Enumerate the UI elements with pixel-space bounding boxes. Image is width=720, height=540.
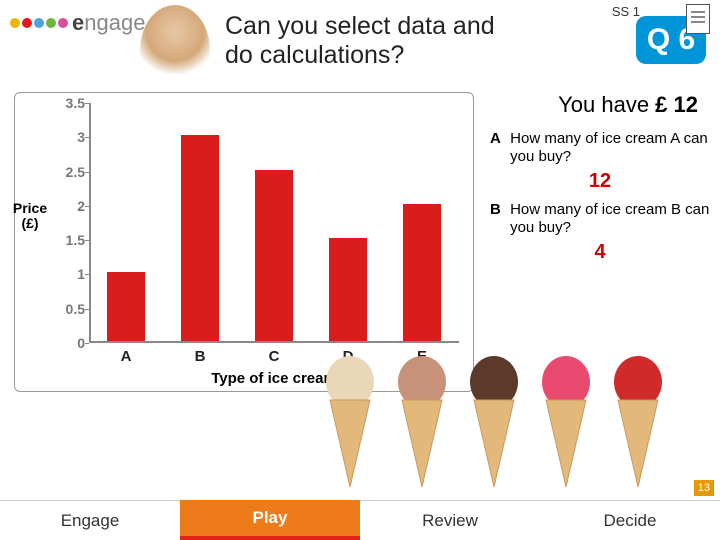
logo-dot <box>46 18 56 28</box>
logo-dot <box>58 18 68 28</box>
xtick-label: B <box>195 348 206 365</box>
section-label: SS 1 <box>612 4 640 19</box>
footer-tab-review[interactable]: Review <box>360 500 540 540</box>
answer-a: 12 <box>490 170 710 193</box>
logo-dot <box>22 18 32 28</box>
footer-nav: EngagePlayReviewDecide <box>0 500 720 540</box>
budget-text: You have £ 12 <box>490 92 710 118</box>
bar-A <box>107 272 145 341</box>
chart-xlabel: Type of ice cream <box>211 370 337 387</box>
y-axis <box>89 103 91 343</box>
answer-b: 4 <box>490 241 710 264</box>
document-icon <box>686 4 710 34</box>
logo-dot <box>34 18 44 28</box>
question-a: A How many of ice cream A can you buy? <box>490 130 710 166</box>
question-b: B How many of ice cream B can you buy? <box>490 201 710 237</box>
brand-logo: engage <box>10 10 145 36</box>
ytick-label: 0 <box>45 335 85 351</box>
page-number: 13 <box>694 480 714 496</box>
icecream-4 <box>536 352 596 492</box>
icecream-images <box>320 322 700 492</box>
bar-B <box>181 135 219 341</box>
ytick-label: 1.5 <box>45 232 85 248</box>
icecream-2 <box>392 352 452 492</box>
presenter-avatar <box>140 5 210 95</box>
icecream-5 <box>608 352 668 492</box>
footer-tab-engage[interactable]: Engage <box>0 500 180 540</box>
icecream-3 <box>464 352 524 492</box>
ytick-label: 3 <box>45 129 85 145</box>
logo-text: engage <box>72 10 145 36</box>
ytick-label: 1 <box>45 266 85 282</box>
icecream-1 <box>320 352 380 492</box>
bar-C <box>255 170 293 341</box>
ytick-label: 3.5 <box>45 95 85 111</box>
xtick-label: C <box>269 348 280 365</box>
ytick-label: 2 <box>45 198 85 214</box>
page-title: Can you select data and do calculations? <box>225 12 495 70</box>
ytick-label: 2.5 <box>45 164 85 180</box>
footer-tab-play[interactable]: Play <box>180 500 360 540</box>
ytick-label: 0.5 <box>45 301 85 317</box>
chart-plot: Type of ice cream 00.511.522.533.5ABCDE <box>89 103 459 343</box>
logo-dots <box>10 18 68 28</box>
logo-dot <box>10 18 20 28</box>
footer-tab-decide[interactable]: Decide <box>540 500 720 540</box>
bar-E <box>403 204 441 341</box>
xtick-label: A <box>121 348 132 365</box>
